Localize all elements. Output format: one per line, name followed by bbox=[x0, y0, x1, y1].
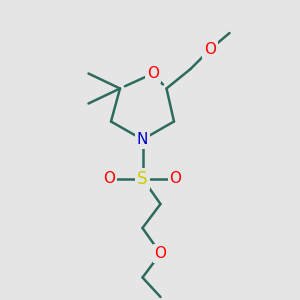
Text: O: O bbox=[147, 66, 159, 81]
Text: O: O bbox=[169, 171, 181, 186]
Text: N: N bbox=[137, 132, 148, 147]
Text: O: O bbox=[103, 171, 116, 186]
Text: O: O bbox=[204, 42, 216, 57]
Text: S: S bbox=[137, 169, 148, 188]
Text: O: O bbox=[154, 246, 166, 261]
